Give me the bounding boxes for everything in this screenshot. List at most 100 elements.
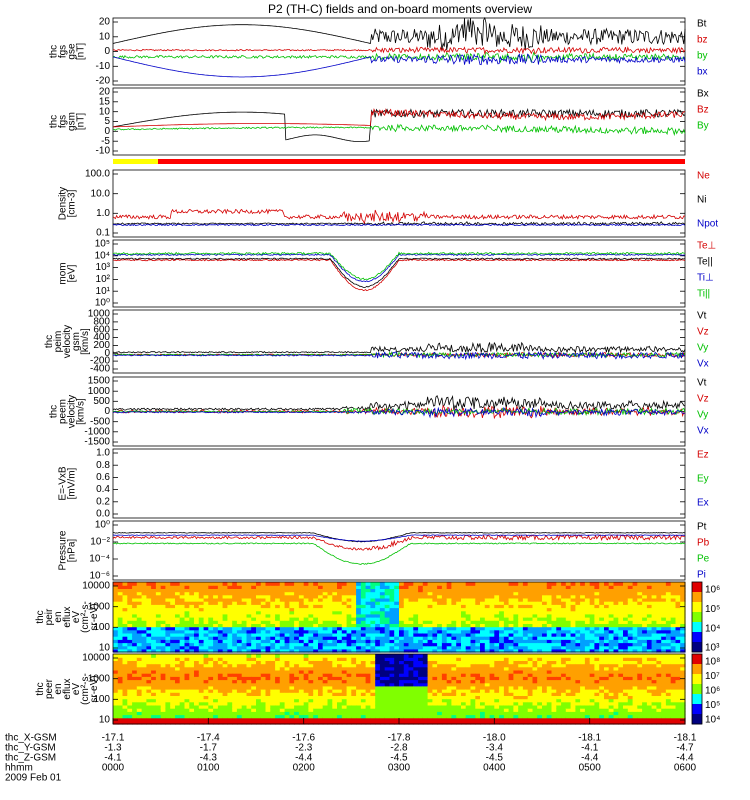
heatmap-cell [651, 632, 657, 637]
heatmap-cell [575, 636, 581, 640]
heatmap-cell [322, 698, 329, 703]
heatmap-cell [141, 617, 147, 621]
heatmap-cell [456, 682, 462, 687]
heatmap-cell [470, 714, 476, 719]
heatmap-cell [117, 663, 124, 668]
heatmap-cell [494, 663, 500, 668]
heatmap-cell [360, 689, 367, 693]
heatmap-cell [170, 701, 176, 706]
heatmap-cell [437, 711, 443, 716]
heatmap-cell [542, 588, 548, 593]
heatmap-cell [194, 714, 200, 719]
heatmap-cell [313, 685, 319, 690]
heatmap-cell [155, 604, 162, 609]
heatmap-cell [289, 676, 295, 681]
heatmap-cell [141, 610, 147, 615]
heatmap-cell [494, 591, 500, 596]
heatmap-cell [451, 720, 457, 725]
heatmap-cell [184, 717, 190, 722]
heatmap-cell [313, 654, 319, 658]
heatmap-cell [327, 582, 333, 586]
heatmap-cell [189, 720, 195, 725]
heatmap-cell [384, 711, 391, 716]
heatmap-cell [556, 654, 562, 658]
heatmap-cell [542, 594, 548, 599]
heatmap-cell [365, 588, 371, 593]
heatmap-cell [451, 610, 457, 615]
heatmap-cell [303, 588, 310, 593]
heatmap-cell [556, 591, 562, 596]
heatmap-cell [256, 689, 262, 693]
heatmap-cell [556, 597, 562, 602]
heatmap-cell [327, 591, 333, 596]
heatmap-cell [284, 594, 290, 599]
heatmap-cell [136, 620, 143, 624]
heatmap-cell [484, 623, 491, 628]
heatmap-cell [432, 660, 438, 665]
heatmap-cell [256, 607, 262, 612]
heatmap-cell [379, 585, 386, 589]
heatmap-cell [613, 645, 619, 650]
series-line-bz-panel-1 [113, 46, 686, 55]
y-tick-label: -200 [90, 356, 110, 367]
heatmap-cell [403, 698, 410, 703]
heatmap-cell [399, 597, 405, 602]
heatmap-cell [360, 585, 367, 589]
heatmap-cell [508, 682, 514, 687]
heatmap-cell [165, 689, 171, 693]
heatmap-cell [322, 632, 329, 637]
heatmap-cell [146, 657, 152, 661]
heatmap-cell [399, 632, 405, 637]
heatmap-cell [437, 676, 443, 681]
heatmap-cell [146, 704, 152, 709]
heatmap-cell [522, 632, 529, 637]
heatmap-cell [198, 594, 205, 599]
heatmap-cell [136, 607, 143, 612]
heatmap-cell [551, 620, 557, 624]
heatmap-cell [351, 673, 357, 677]
heatmap-cell [222, 632, 228, 637]
heatmap-cell [446, 717, 453, 722]
heatmap-cell [437, 679, 443, 684]
heatmap-cell [127, 613, 133, 618]
heatmap-cell [627, 629, 634, 634]
heatmap-cell [251, 632, 257, 637]
heatmap-cell [170, 717, 176, 722]
heatmap-cell [141, 657, 147, 661]
heatmap-cell [289, 601, 295, 605]
heatmap-cell [580, 626, 586, 631]
heatmap-cell [356, 604, 362, 609]
heatmap-cell [465, 623, 472, 628]
heatmap-cell [270, 632, 276, 637]
heatmap-cell [365, 623, 371, 628]
heatmap-cell [246, 632, 252, 637]
heatmap-cell [565, 720, 572, 725]
heatmap-cell [394, 692, 400, 696]
heatmap-cell [470, 685, 476, 690]
legend-entry: Pt [697, 522, 707, 533]
heatmap-cell [117, 711, 124, 716]
heatmap-cell [356, 711, 362, 716]
heatmap-cell [542, 660, 548, 665]
heatmap-cell [270, 645, 276, 650]
heatmap-cell [241, 660, 248, 665]
heatmap-cell [437, 708, 443, 712]
heatmap-cell [141, 620, 147, 624]
heatmap-cell [494, 698, 500, 703]
heatmap-cell [537, 654, 543, 658]
heatmap-cell [170, 629, 176, 634]
heatmap-cell [432, 717, 438, 722]
heatmap-cell [346, 582, 352, 586]
series-line-vy-panel-5 [112, 351, 686, 359]
heatmap-cell [389, 617, 395, 621]
heatmap-cell [160, 660, 167, 665]
heatmap-cell [175, 607, 181, 612]
heatmap-cell [475, 654, 481, 658]
heatmap-cell [437, 685, 443, 690]
heatmap-cell [422, 711, 429, 716]
heatmap-cell [289, 591, 295, 596]
heatmap-cell [542, 720, 548, 725]
heatmap-cell [418, 669, 424, 674]
heatmap-cell [651, 607, 657, 612]
heatmap-cell [475, 685, 481, 690]
